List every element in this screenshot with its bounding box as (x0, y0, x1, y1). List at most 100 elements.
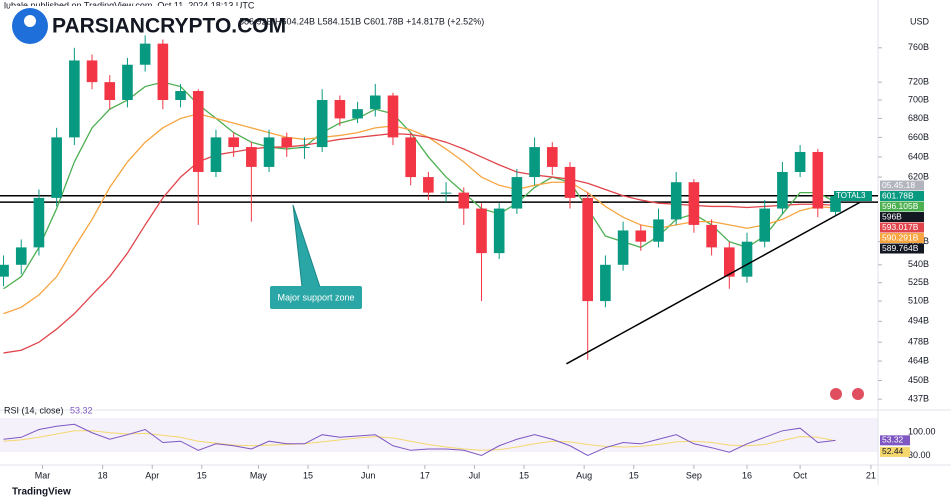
candle-body (741, 241, 753, 277)
candle-body (228, 137, 239, 148)
x-tick-label: May (250, 470, 268, 480)
candle-body (316, 100, 328, 148)
price-label-bg (880, 233, 924, 244)
trendline (566, 201, 861, 365)
rsi-band (0, 418, 878, 452)
candle-body (564, 166, 576, 198)
candle-body (440, 192, 452, 194)
y-tick-label: 525B (908, 277, 929, 287)
annotation: Major support zone (277, 292, 354, 302)
publisher: lubale published on TradingView.com, Oct… (4, 0, 255, 10)
x-tick-label: Jul (469, 470, 481, 480)
candle-body (246, 147, 257, 167)
candle-body (688, 182, 700, 225)
x-tick-label: 15 (303, 470, 313, 480)
candle-body (15, 247, 27, 265)
candle-body (529, 147, 540, 178)
price-label-bg (880, 180, 924, 191)
candle-body (812, 151, 824, 209)
candle-body (653, 219, 664, 242)
candle-body (706, 224, 717, 248)
candle-body (582, 197, 594, 302)
callout: Major support zone (270, 204, 362, 309)
x-tick-label: Sep (686, 470, 702, 480)
y-tick-label: 760B (908, 42, 929, 52)
x-tick-label: 21 (866, 470, 876, 480)
candle-body (352, 109, 363, 119)
x-tick-label: Oct (793, 470, 808, 480)
candle-body (157, 43, 169, 101)
candle-body (387, 95, 399, 138)
candle-body (263, 137, 275, 167)
candle-body (458, 192, 470, 209)
x-tick-label: 16 (742, 470, 752, 480)
y-tick-label: 464B (908, 355, 929, 365)
candle-body (476, 208, 487, 254)
price-label: 596B (882, 211, 902, 221)
symbol-tag: TOTAL3 (836, 191, 866, 200)
candle-body (175, 91, 186, 101)
candle-body (51, 137, 62, 198)
candle-body (777, 171, 788, 209)
rsi-label-bg (880, 435, 910, 446)
candle-body (617, 230, 629, 265)
rsi-label: 53.32 (882, 435, 904, 445)
candle-body (635, 230, 647, 242)
y-tick-label: 620B (908, 171, 929, 181)
x-tick-label: Jun (361, 470, 376, 480)
rsi-ma (3, 430, 836, 451)
currency: USD (910, 16, 930, 26)
x-tick-label: 18 (98, 470, 108, 480)
candle-body (192, 91, 204, 172)
y-tick-label: 450B (908, 375, 929, 385)
y-tick-label: 700B (908, 94, 929, 104)
x-tick-label: 17 (420, 470, 430, 480)
footer: TradingView (12, 487, 71, 498)
candle-body (334, 100, 346, 119)
price-label-bg (880, 222, 924, 233)
candle-body (794, 151, 806, 172)
rsi-tick-label: 30.00 (908, 450, 931, 460)
y-tick-label: 680B (908, 113, 929, 123)
candle-body (281, 137, 293, 148)
y-tick-label: 640B (908, 151, 929, 161)
x-tick-label: 15 (629, 470, 639, 480)
price-label: 589.764B (882, 243, 919, 253)
y-tick-label: 510B (908, 295, 929, 305)
price-label: 05.45.18 (882, 180, 915, 190)
price-label: 590.291B (882, 232, 919, 242)
candle-body (493, 208, 505, 254)
candle-body (139, 43, 151, 65)
price-label-bg (880, 191, 924, 202)
rsi-title: RSI (14, close) (4, 405, 64, 415)
y-tick-label: 478B (908, 337, 929, 347)
candle-body (423, 177, 434, 193)
x-tick-label: Mar (35, 470, 51, 480)
y-tick-label: 720B (908, 77, 929, 87)
price-label-bg (880, 212, 924, 223)
y-tick-label: 494B (908, 316, 929, 326)
candle-body (830, 196, 841, 212)
watermark: PARSIANCRYPTO.COM (10, 6, 286, 46)
x-tick-label: 15 (519, 470, 529, 480)
y-tick-label: 437B (908, 394, 929, 404)
price-label: 601.78B (882, 190, 914, 200)
event-icon[interactable] (852, 388, 864, 400)
candle-body (369, 95, 381, 110)
y-tick-label: 660B (908, 132, 929, 142)
candle-body (723, 247, 735, 277)
callout-box (270, 286, 362, 309)
logo (24, 15, 36, 27)
candle-body (511, 177, 523, 209)
x-tick-label: Aug (576, 470, 592, 480)
price-label: 596.105B (882, 201, 919, 211)
candle-body (33, 197, 45, 248)
rsi-ma-label-bg (880, 446, 910, 457)
price-label-bg (880, 201, 924, 212)
watermark-box (10, 6, 240, 46)
candle-body (600, 264, 611, 302)
event-icon[interactable] (830, 388, 842, 400)
candle-body (405, 137, 416, 178)
candle-body (86, 60, 98, 83)
